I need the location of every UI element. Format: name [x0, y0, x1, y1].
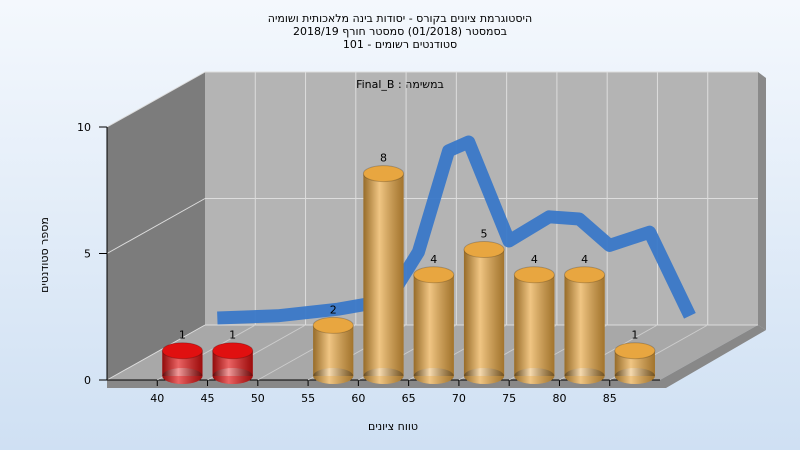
x-tick-label: 45 — [201, 392, 215, 405]
back-wall-edge — [758, 72, 766, 330]
data-label: 5 — [481, 228, 488, 241]
data-label: 8 — [380, 152, 387, 165]
data-label: 4 — [430, 253, 437, 266]
bar — [312, 316, 354, 384]
x-tick-label: 65 — [402, 392, 416, 405]
grid-line — [106, 198, 206, 254]
y-tick-label: 10 — [77, 121, 91, 134]
bar — [463, 241, 505, 384]
y-tick-label: 5 — [84, 248, 91, 261]
data-label: 1 — [229, 329, 236, 342]
x-tick-label: 85 — [603, 392, 617, 405]
annotation: Final_B : במשימה — [356, 78, 444, 91]
bar — [513, 266, 555, 384]
data-label: 4 — [581, 253, 588, 266]
x-axis-label: טווח ציונים — [368, 420, 418, 433]
y-tick-label: 0 — [84, 374, 91, 387]
curve — [217, 135, 696, 325]
bar — [614, 342, 656, 384]
bar — [563, 266, 606, 384]
x-tick-label: 70 — [452, 392, 466, 405]
data-label: 1 — [631, 329, 638, 342]
bar — [161, 342, 204, 384]
y-axis-label: מספר סטודנטים — [38, 217, 51, 293]
x-tick-label: 80 — [552, 392, 566, 405]
x-tick-label: 60 — [351, 392, 365, 405]
chart-title: סטודנטים רשומים - 101 — [343, 38, 457, 51]
bar — [362, 165, 405, 384]
chart-title: היסטוגרמת ציונים בקורס - יסודות בינה מלא… — [268, 12, 532, 25]
bar — [413, 266, 455, 384]
bar — [212, 342, 254, 384]
x-tick-label: 55 — [301, 392, 315, 405]
chart-title: בסמסטר (01/2018) סמסטר חורף 2018/19 — [293, 25, 507, 38]
data-label: 2 — [330, 303, 337, 316]
data-label: 4 — [531, 253, 538, 266]
x-tick-label: 50 — [251, 392, 265, 405]
grid-line — [106, 71, 206, 128]
x-tick-label: 40 — [150, 392, 164, 405]
data-label: 1 — [179, 329, 186, 342]
x-tick-label: 75 — [502, 392, 516, 405]
grid-line — [106, 324, 206, 381]
